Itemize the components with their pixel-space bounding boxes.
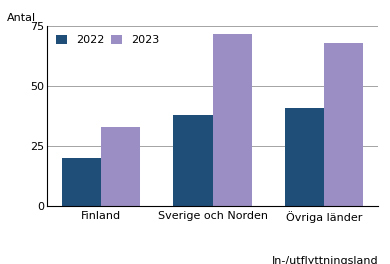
Bar (101, 127, 140, 206)
Legend: 2022, 2023: 2022, 2023 (52, 32, 162, 49)
Text: In-/utflyttningsland: In-/utflyttningsland (272, 256, 378, 264)
Bar (174, 115, 213, 206)
Bar (62, 158, 101, 206)
Bar (285, 108, 324, 206)
Bar (324, 43, 363, 206)
Text: Antal: Antal (7, 13, 36, 23)
Bar (213, 34, 252, 206)
